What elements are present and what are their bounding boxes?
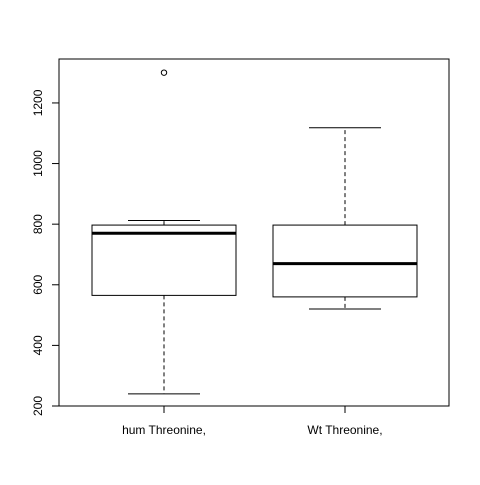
y-tick-label: 800 [31, 214, 45, 234]
box-group [272, 127, 418, 310]
box-iqr [91, 224, 237, 296]
box-group [91, 69, 237, 395]
y-tick-label: 1200 [31, 89, 45, 116]
y-tick-label: 400 [31, 335, 45, 355]
outlier-point [160, 69, 168, 76]
y-tick-label: 600 [31, 274, 45, 294]
y-axis: 200 400 600 800 1000 1200 [31, 89, 60, 416]
y-tick-label: 200 [31, 396, 45, 416]
y-tick-label: 1000 [31, 150, 45, 177]
x-tick-label: hum Threonine, [122, 423, 206, 437]
x-tick-label: Wt Threonine, [307, 423, 382, 437]
boxes-layer [91, 69, 418, 395]
x-axis: hum Threonine, Wt Threonine, [122, 405, 383, 437]
box-iqr [272, 224, 418, 298]
